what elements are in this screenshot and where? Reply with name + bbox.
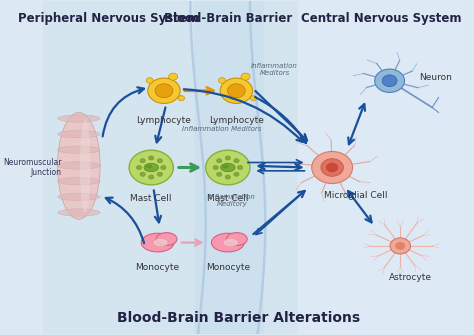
Ellipse shape: [156, 232, 177, 246]
Circle shape: [137, 165, 142, 170]
Circle shape: [375, 69, 404, 92]
Text: Mast Cell: Mast Cell: [207, 194, 248, 203]
Circle shape: [140, 159, 145, 163]
Ellipse shape: [57, 130, 100, 138]
Text: Inflammation Meditors: Inflammation Meditors: [182, 126, 261, 132]
Circle shape: [148, 175, 154, 179]
Ellipse shape: [80, 119, 91, 212]
Text: Blood-Brain Barrier: Blood-Brain Barrier: [164, 12, 292, 25]
Circle shape: [234, 172, 239, 176]
Circle shape: [217, 159, 222, 163]
Polygon shape: [194, 1, 264, 334]
Text: Peripheral Nervous System: Peripheral Nervous System: [18, 12, 199, 25]
Circle shape: [169, 73, 178, 80]
Text: Inflammation
Meditors: Inflammation Meditors: [251, 63, 298, 76]
Bar: [298, 1, 468, 334]
Ellipse shape: [57, 146, 100, 153]
Text: Mast Cell: Mast Cell: [130, 194, 172, 203]
Ellipse shape: [57, 209, 100, 216]
Ellipse shape: [227, 232, 247, 246]
Text: Inflammation
Meditory: Inflammation Meditory: [209, 194, 255, 207]
Circle shape: [395, 242, 405, 250]
Ellipse shape: [153, 239, 168, 247]
Circle shape: [161, 165, 166, 170]
Text: Neuromuscular
Junction: Neuromuscular Junction: [3, 158, 62, 177]
Ellipse shape: [57, 193, 100, 201]
Ellipse shape: [57, 162, 100, 169]
Text: Neuron: Neuron: [419, 73, 452, 82]
Circle shape: [213, 165, 219, 170]
Ellipse shape: [57, 115, 100, 122]
Ellipse shape: [223, 239, 238, 247]
Circle shape: [241, 73, 250, 80]
Circle shape: [140, 172, 145, 176]
Ellipse shape: [211, 233, 244, 252]
Ellipse shape: [221, 163, 235, 172]
Text: Lymphocyte: Lymphocyte: [209, 116, 264, 125]
Circle shape: [155, 84, 173, 98]
Circle shape: [237, 165, 243, 170]
Text: Lymphocyte: Lymphocyte: [137, 116, 191, 125]
Text: Astrocyte: Astrocyte: [390, 273, 432, 282]
Text: Monocyte: Monocyte: [206, 263, 250, 272]
Circle shape: [326, 163, 338, 172]
Circle shape: [148, 156, 154, 160]
Circle shape: [321, 159, 343, 176]
Ellipse shape: [222, 165, 229, 169]
Circle shape: [382, 75, 397, 87]
Text: Central Nervous System: Central Nervous System: [301, 12, 461, 25]
Text: Monocyte: Monocyte: [136, 263, 180, 272]
Circle shape: [220, 78, 253, 104]
Ellipse shape: [144, 163, 158, 172]
Circle shape: [129, 150, 173, 185]
Circle shape: [206, 150, 250, 185]
Circle shape: [228, 84, 245, 98]
Circle shape: [225, 175, 230, 179]
Circle shape: [157, 159, 163, 163]
Ellipse shape: [141, 233, 174, 252]
Circle shape: [234, 159, 239, 163]
Circle shape: [225, 156, 230, 160]
Ellipse shape: [146, 165, 152, 169]
Ellipse shape: [57, 178, 100, 185]
Text: Blood-Brain Barrier Alterations: Blood-Brain Barrier Alterations: [117, 311, 360, 325]
Circle shape: [312, 151, 353, 184]
Circle shape: [157, 172, 163, 176]
Circle shape: [250, 96, 257, 101]
Circle shape: [178, 96, 184, 101]
Ellipse shape: [57, 113, 100, 219]
Circle shape: [219, 78, 226, 83]
Circle shape: [390, 238, 410, 254]
Circle shape: [217, 172, 222, 176]
Text: Microglial Cell: Microglial Cell: [324, 191, 387, 200]
Circle shape: [148, 78, 180, 104]
Circle shape: [146, 78, 153, 83]
